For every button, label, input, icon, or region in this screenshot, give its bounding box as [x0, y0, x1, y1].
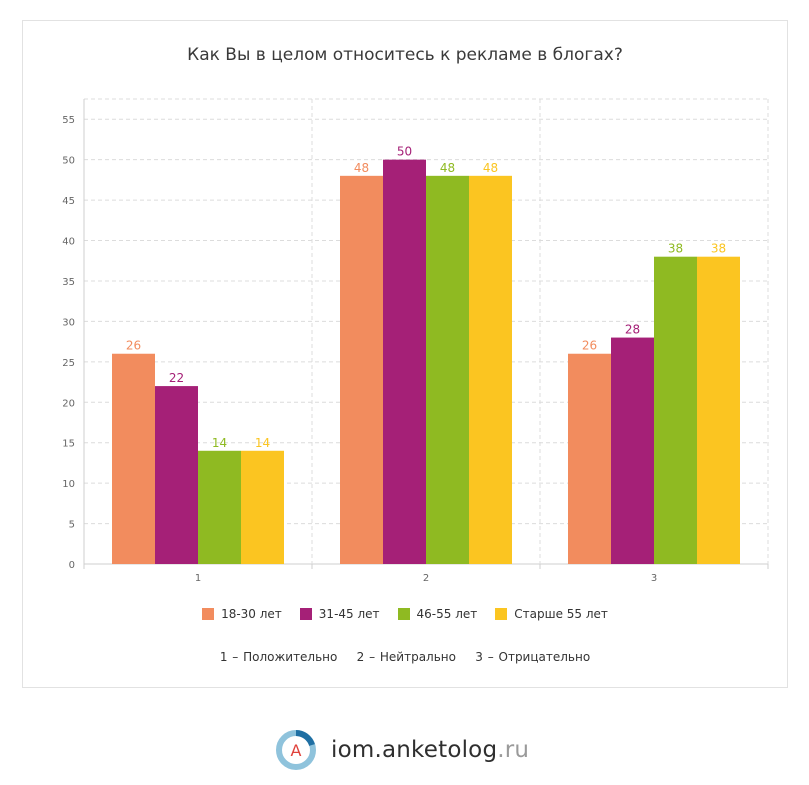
data-label: 26 [126, 339, 141, 353]
legend-item[interactable]: Старше 55 лет [495, 607, 608, 621]
bar-chart: 0 5 10 15 20 25 30 35 40 45 50 55 26 22 14 14 1 48 50 48 48 2… [62, 98, 769, 584]
x-tick-label: 2 [423, 573, 429, 584]
legend-label: 46-55 лет [416, 607, 478, 621]
brand-footer[interactable]: A iom.anketolog.ru [275, 728, 529, 772]
brand-tld: .ru [497, 737, 530, 763]
bar [383, 159, 426, 565]
legend-label: Старше 55 лет [514, 607, 608, 621]
legend-swatch [202, 608, 215, 620]
chart-card: Как Вы в целом относитесь к рекламе в бл… [22, 20, 788, 688]
y-tick-label: 40 [62, 237, 75, 248]
y-tick-label: 15 [62, 439, 75, 450]
legend-swatch [299, 608, 312, 620]
logo-letter: A [291, 741, 302, 760]
data-label: 48 [354, 161, 369, 175]
legend-label: 31-45 лет [318, 607, 380, 621]
y-tick-label: 50 [62, 156, 75, 167]
legend-item[interactable]: 31-45 лет [299, 607, 380, 621]
chart-title: Как Вы в целом относитесь к рекламе в бл… [187, 45, 623, 65]
anketolog-logo-icon: A [276, 730, 316, 770]
y-tick-label: 20 [62, 398, 75, 409]
chart-legend: 18-30 лет 31-45 лет 46-55 лет Старше 55 лет [23, 607, 787, 621]
y-tick-label: 30 [62, 317, 75, 328]
data-label: 38 [711, 242, 726, 256]
bar [426, 175, 469, 564]
data-label: 28 [625, 323, 640, 337]
y-tick-label: 10 [62, 479, 75, 490]
bar [654, 256, 697, 564]
brand-domain: iom.anketolog [331, 737, 498, 763]
legend-swatch [495, 608, 508, 620]
bar [340, 175, 383, 564]
legend-label: 18-30 лет [221, 607, 282, 621]
legend-item[interactable]: 18-30 лет [202, 607, 282, 621]
y-tick-label: 0 [69, 560, 75, 571]
data-label: 48 [483, 161, 498, 175]
bar [198, 450, 241, 564]
legend-swatch [397, 608, 410, 620]
legend-item[interactable]: 46-55 лет [397, 607, 478, 621]
x-tick-label: 3 [651, 573, 657, 584]
bar [112, 353, 155, 564]
brand-name: iom.anketolog.ru [331, 737, 529, 763]
y-tick-label: 35 [62, 277, 75, 288]
data-label: 22 [169, 371, 184, 385]
bar [697, 256, 740, 564]
bar [241, 450, 284, 564]
data-label: 14 [255, 436, 270, 450]
bar [611, 337, 654, 564]
y-tick-label: 55 [62, 115, 75, 126]
y-tick-label: 25 [62, 358, 75, 369]
data-label: 50 [397, 145, 412, 159]
y-tick-label: 45 [62, 196, 75, 207]
category-note: 1 – Положительно 2 – Нейтрально 3 – Отри… [219, 650, 591, 664]
x-tick-label: 1 [195, 573, 201, 584]
bar [469, 175, 512, 564]
data-label: 48 [440, 161, 455, 175]
bar [568, 353, 611, 564]
data-label: 38 [668, 242, 683, 256]
data-label: 26 [582, 339, 597, 353]
data-label: 14 [212, 436, 227, 450]
bar [155, 386, 198, 564]
y-tick-label: 5 [69, 520, 75, 531]
